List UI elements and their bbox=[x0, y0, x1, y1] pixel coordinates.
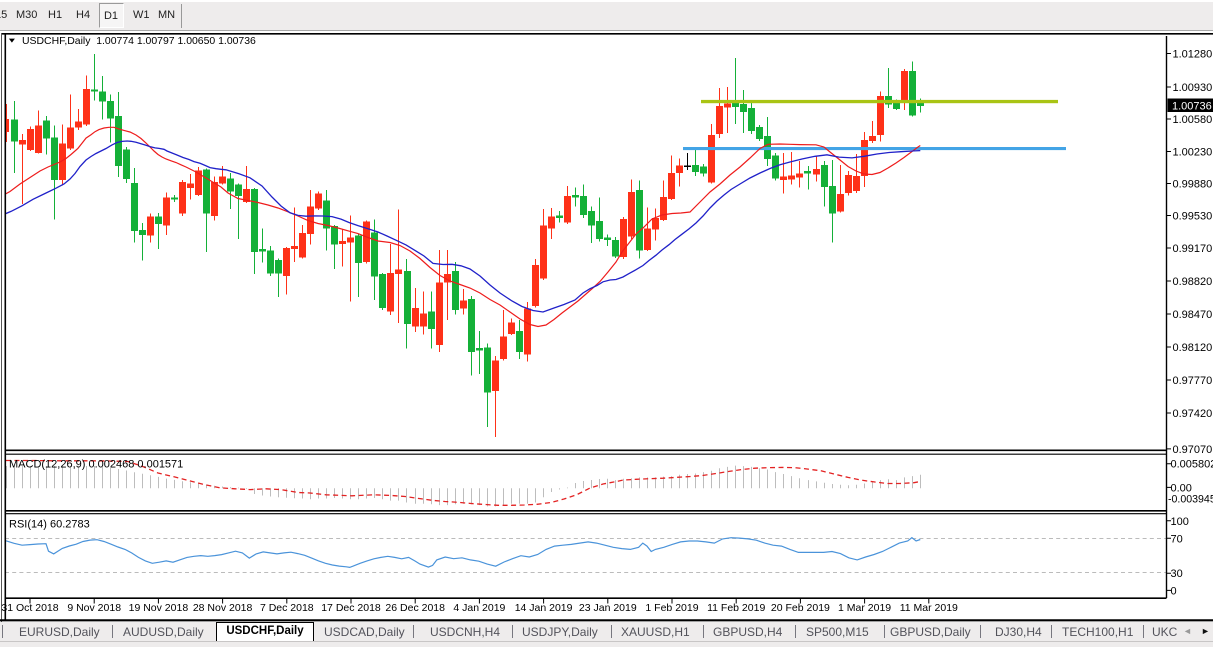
svg-text:1.00580: 1.00580 bbox=[1173, 114, 1213, 126]
svg-text:11 Feb 2019: 11 Feb 2019 bbox=[707, 602, 765, 614]
svg-text:1.00736: 1.00736 bbox=[1172, 100, 1212, 112]
svg-text:0.99170: 0.99170 bbox=[1173, 243, 1213, 255]
svg-text:100: 100 bbox=[1171, 516, 1189, 528]
svg-text:9 Nov 2018: 9 Nov 2018 bbox=[67, 602, 121, 614]
svg-text:1.01280: 1.01280 bbox=[1173, 49, 1213, 61]
svg-text:1.00230: 1.00230 bbox=[1173, 147, 1213, 159]
svg-text:0.97070: 0.97070 bbox=[1173, 444, 1213, 456]
svg-text:23 Jan 2019: 23 Jan 2019 bbox=[579, 602, 637, 614]
svg-text:11 Mar 2019: 11 Mar 2019 bbox=[900, 602, 958, 614]
svg-text:0.99880: 0.99880 bbox=[1173, 179, 1213, 191]
svg-text:1.00930: 1.00930 bbox=[1173, 82, 1213, 94]
svg-text:0.005802: 0.005802 bbox=[1171, 459, 1213, 471]
svg-text:0.97420: 0.97420 bbox=[1173, 408, 1213, 420]
svg-text:0.98820: 0.98820 bbox=[1173, 276, 1213, 288]
svg-text:1 Feb 2019: 1 Feb 2019 bbox=[645, 602, 698, 614]
svg-text:0.98470: 0.98470 bbox=[1173, 309, 1213, 321]
svg-text:26 Dec 2018: 26 Dec 2018 bbox=[385, 602, 445, 614]
svg-text:1 Mar 2019: 1 Mar 2019 bbox=[838, 602, 891, 614]
svg-text:4 Jan 2019: 4 Jan 2019 bbox=[453, 602, 505, 614]
svg-text:MACD(12,26,9) 0.002468 0.00157: MACD(12,26,9) 0.002468 0.001571 bbox=[9, 459, 183, 471]
svg-text:14 Jan 2019: 14 Jan 2019 bbox=[515, 602, 573, 614]
svg-text:70: 70 bbox=[1171, 533, 1183, 545]
svg-text:19 Nov 2018: 19 Nov 2018 bbox=[129, 602, 189, 614]
svg-text:31 Oct 2018: 31 Oct 2018 bbox=[1, 602, 58, 614]
svg-text:7 Dec 2018: 7 Dec 2018 bbox=[260, 602, 314, 614]
svg-text:0.99530: 0.99530 bbox=[1173, 211, 1213, 223]
svg-text:28 Nov 2018: 28 Nov 2018 bbox=[193, 602, 253, 614]
svg-text:0.00: 0.00 bbox=[1171, 482, 1192, 494]
svg-text:30: 30 bbox=[1171, 568, 1183, 580]
svg-text:0.98120: 0.98120 bbox=[1173, 342, 1213, 354]
svg-text:0: 0 bbox=[1171, 585, 1177, 597]
svg-text:0.97770: 0.97770 bbox=[1173, 375, 1213, 387]
svg-text:17 Dec 2018: 17 Dec 2018 bbox=[321, 602, 381, 614]
svg-text:USDCHF,Daily 1.00774 1.00797: USDCHF,Daily 1.00774 1.00797 1.00650 1.0… bbox=[22, 36, 256, 47]
svg-text:20 Feb 2019: 20 Feb 2019 bbox=[771, 602, 830, 614]
svg-text:-0.003945: -0.003945 bbox=[1168, 494, 1213, 506]
svg-text:RSI(14) 60.2783: RSI(14) 60.2783 bbox=[9, 519, 90, 531]
